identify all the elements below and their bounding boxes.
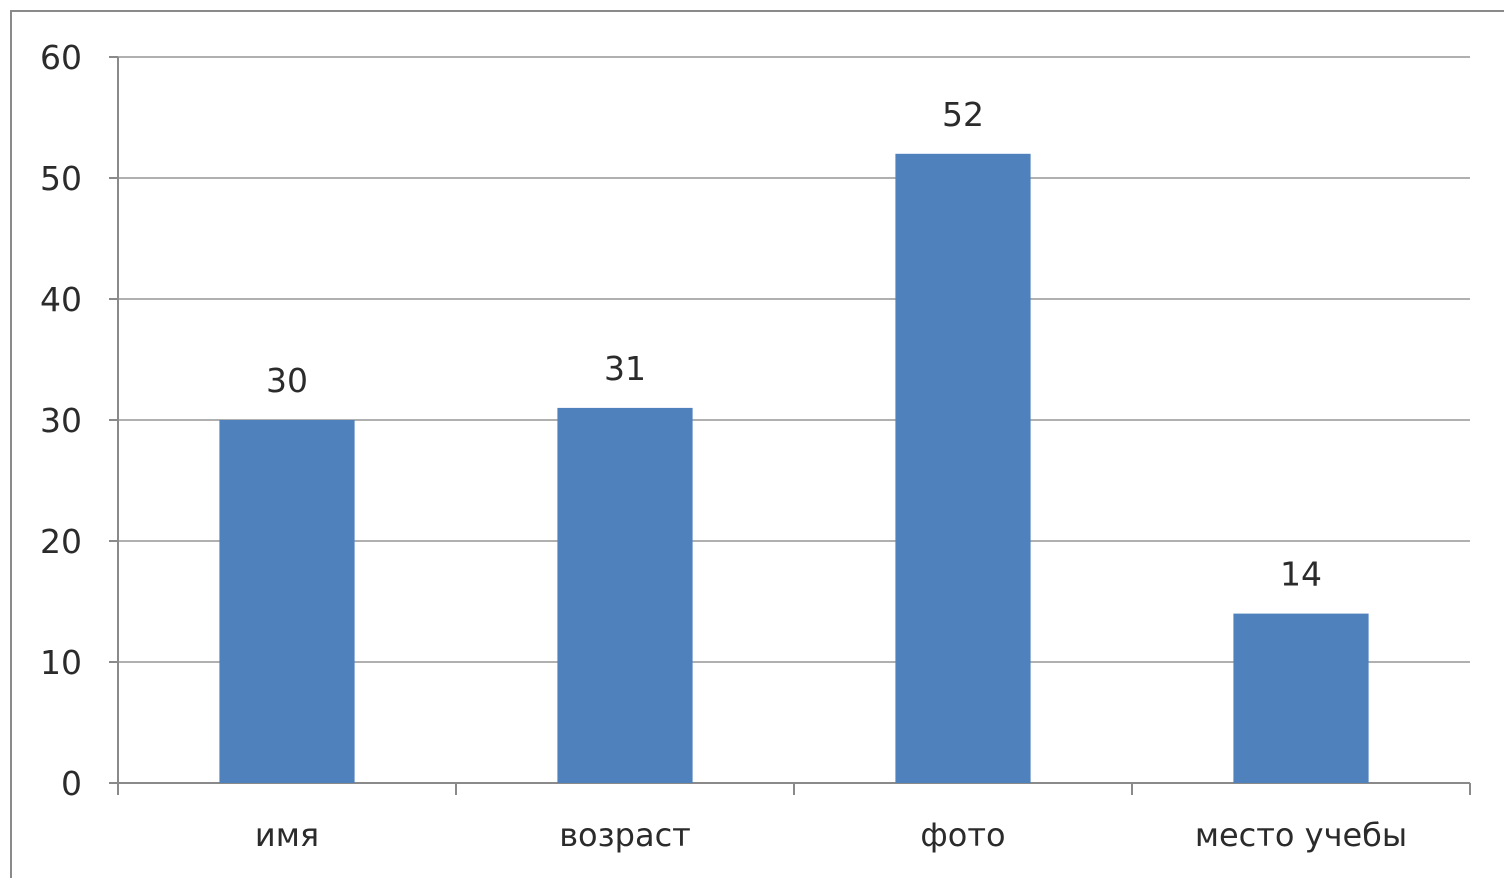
data-label: 14: [1280, 555, 1322, 594]
y-tick-label: 60: [40, 38, 82, 77]
data-label: 52: [942, 95, 984, 134]
category-label: фото: [920, 816, 1005, 854]
bar-1: [219, 420, 355, 783]
bar-4: [1233, 613, 1369, 783]
bar-2: [557, 407, 693, 783]
bars: [219, 153, 1369, 784]
data-labels: 30 31 52 14: [266, 95, 1322, 594]
y-tick-labels: 0 10 20 30 40 50 60: [40, 38, 82, 803]
y-tick-label: 10: [40, 643, 82, 682]
data-label: 31: [604, 349, 646, 388]
bar-3: [895, 153, 1031, 784]
category-label: место учебы: [1195, 816, 1407, 854]
category-label: возраст: [559, 816, 691, 854]
data-label: 30: [266, 361, 308, 400]
y-tick-label: 0: [61, 764, 82, 803]
category-label: имя: [255, 816, 319, 854]
y-tick-label: 30: [40, 401, 82, 440]
y-tick-label: 50: [40, 159, 82, 198]
category-labels: имя возраст фото место учебы: [255, 816, 1407, 854]
y-tick-label: 40: [40, 280, 82, 319]
y-tick-label: 20: [40, 522, 82, 561]
